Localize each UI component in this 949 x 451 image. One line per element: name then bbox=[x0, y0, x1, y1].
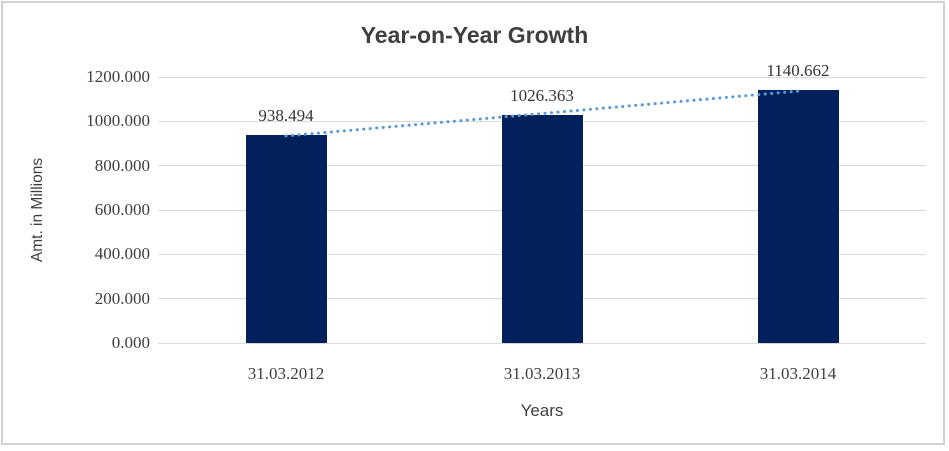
y-tick-label: 400.000 bbox=[94, 244, 150, 264]
bar[interactable] bbox=[501, 115, 583, 343]
gridline bbox=[158, 76, 926, 78]
y-tick-label: 1200.000 bbox=[86, 67, 150, 86]
y-tick-label: 600.000 bbox=[94, 200, 150, 219]
chart-title: Year-on-Year Growth bbox=[360, 22, 589, 48]
y-tick-label: 0.000 bbox=[111, 333, 150, 352]
gridline bbox=[158, 342, 926, 344]
y-tick-label: 200.000 bbox=[94, 288, 150, 308]
bar[interactable] bbox=[757, 90, 839, 343]
bar-value-label: 1140.662 bbox=[766, 61, 830, 81]
bar-value-label: 938.494 bbox=[258, 105, 314, 125]
x-tick-label: 31.03.2014 bbox=[759, 364, 837, 383]
x-tick-label: 31.03.2013 bbox=[503, 364, 581, 383]
x-tick-label: 31.03.2012 bbox=[247, 364, 325, 383]
y-tick-label: 1000.000 bbox=[86, 111, 150, 131]
bar-value-label: 1026.363 bbox=[510, 86, 574, 106]
bar[interactable] bbox=[245, 134, 327, 343]
y-tick-label: 800.000 bbox=[94, 155, 150, 175]
x-axis-title: Years bbox=[520, 401, 564, 420]
